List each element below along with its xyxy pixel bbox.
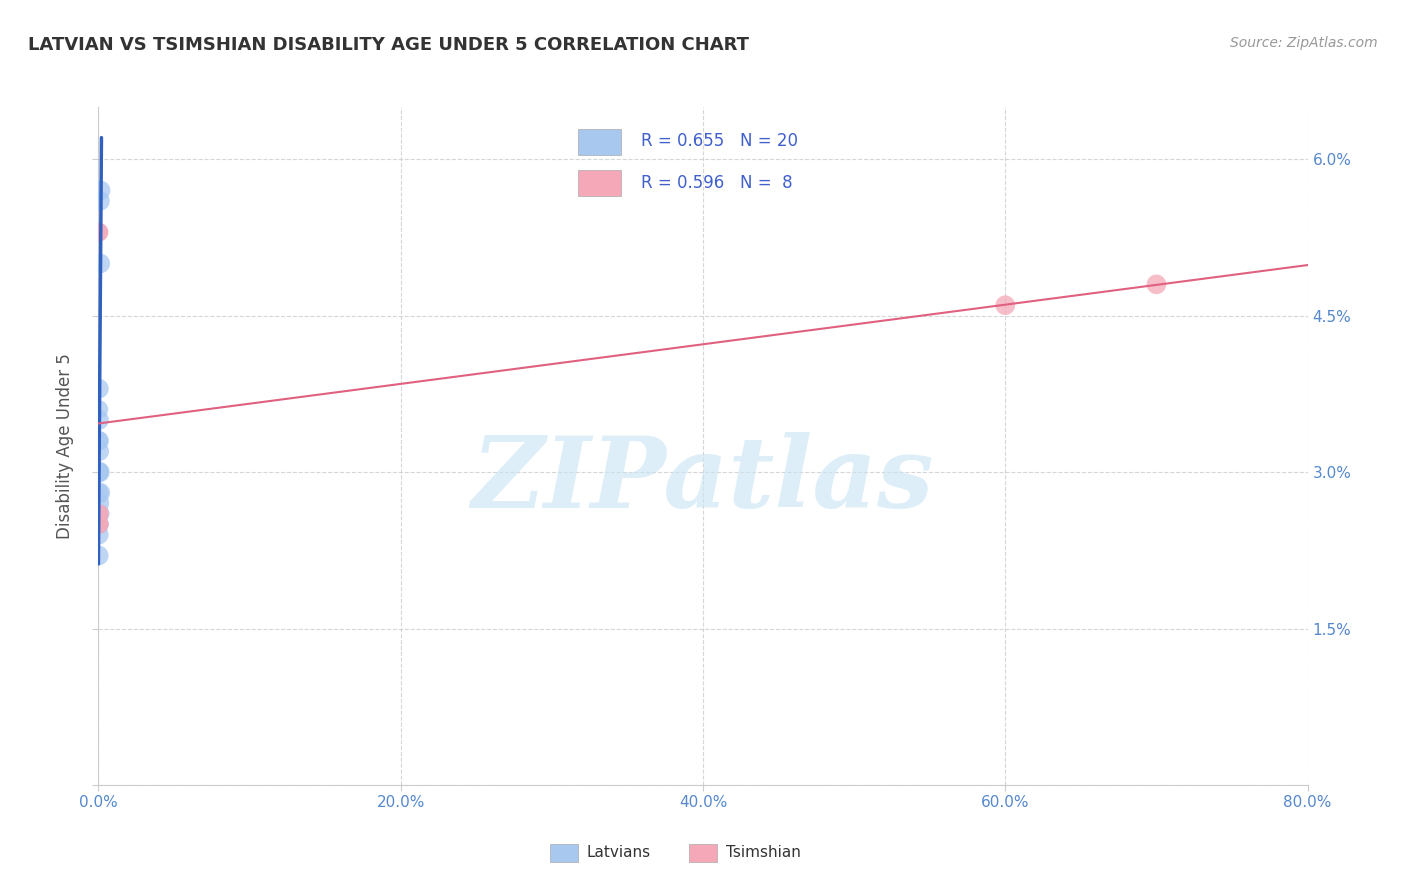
Point [1144,277,1167,292]
Text: R = 0.655   N = 20: R = 0.655 N = 20 [641,132,799,150]
Point [89,444,111,458]
FancyBboxPatch shape [550,844,578,862]
FancyBboxPatch shape [578,170,621,196]
Point [89,517,111,532]
Point [90,184,112,198]
FancyBboxPatch shape [689,844,717,862]
Text: Source: ZipAtlas.com: Source: ZipAtlas.com [1230,36,1378,50]
Text: Latvians: Latvians [586,845,651,860]
Point [89,465,111,479]
Point [87,382,110,396]
Text: Tsimshian: Tsimshian [725,845,801,860]
Text: LATVIAN VS TSIMSHIAN DISABILITY AGE UNDER 5 CORRELATION CHART: LATVIAN VS TSIMSHIAN DISABILITY AGE UNDE… [28,36,749,54]
Point [87,517,110,532]
Point [89,256,111,270]
Point [87,549,110,563]
Point [87,413,110,427]
Point [89,517,111,532]
Point [89,517,111,532]
Point [994,298,1017,312]
Point [87,434,110,448]
Point [89,486,111,500]
Point [89,507,111,521]
Point [87,465,110,479]
Text: R = 0.596   N =  8: R = 0.596 N = 8 [641,174,793,193]
Point [89,507,111,521]
Point [87,225,110,239]
Point [89,194,111,208]
Point [87,527,110,541]
Point [87,225,110,239]
Point [89,496,111,510]
Point [89,507,111,521]
Point [89,465,111,479]
Text: ZIPatlas: ZIPatlas [472,432,934,528]
Point [89,486,111,500]
Point [87,434,110,448]
FancyBboxPatch shape [578,129,621,155]
Y-axis label: Disability Age Under 5: Disability Age Under 5 [56,353,75,539]
Point [87,402,110,417]
